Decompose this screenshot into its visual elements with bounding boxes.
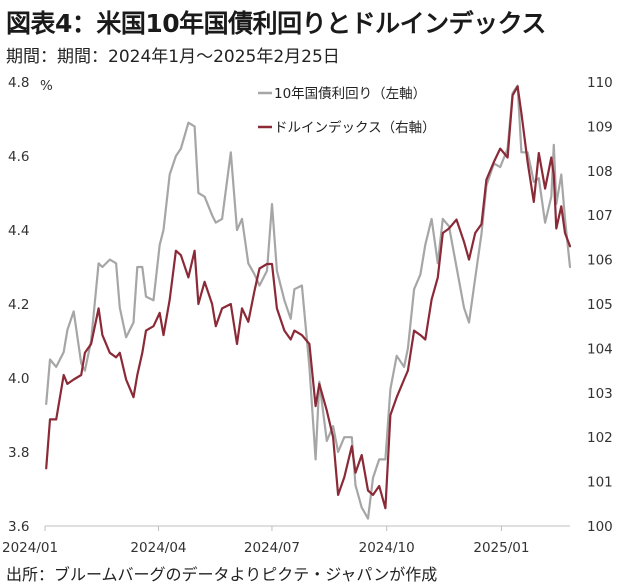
right-tick-label: 106 <box>587 253 613 269</box>
x-axis-ticks: 2024/01 2024/04 2024/07 2024/10 2025/01 <box>2 526 529 556</box>
left-tick-label: 4.0 <box>8 371 29 387</box>
right-tick-label: 101 <box>587 475 613 491</box>
right-tick-label: 100 <box>587 519 613 535</box>
left-tick-label: 3.6 <box>8 519 29 535</box>
right-tick-label: 103 <box>587 386 613 402</box>
x-tick-label: 2025/01 <box>473 540 529 556</box>
x-tick-label: 2024/07 <box>244 540 300 556</box>
right-tick-label: 107 <box>587 208 613 224</box>
right-tick-label: 109 <box>587 119 613 135</box>
chart-title: 図表4：米国10年国債利回りとドルインデックス <box>6 9 546 38</box>
source-note: 出所：ブルームバーグのデータよりピクテ・ジャパンが作成 <box>6 565 438 584</box>
left-tick-label: 4.8 <box>8 75 29 91</box>
legend-label: 10年国債利回り（左軸） <box>274 86 426 102</box>
right-tick-label: 108 <box>587 164 613 180</box>
legend: 10年国債利回り（左軸） ドルインデックス（右軸） <box>258 86 436 136</box>
right-axis-ticks: 100 101 102 103 104 105 106 107 108 109 110 <box>587 75 613 535</box>
legend-label: ドルインデックス（右軸） <box>274 119 436 136</box>
right-tick-label: 110 <box>587 75 613 91</box>
right-tick-label: 105 <box>587 297 613 313</box>
right-tick-label: 104 <box>587 341 613 357</box>
left-tick-label: 3.8 <box>8 445 29 461</box>
chart-subtitle: 期間：期間：2024年1月～2025年2月25日 <box>6 47 340 67</box>
x-tick-label: 2024/10 <box>359 540 415 556</box>
x-tick-label: 2024/04 <box>130 540 186 556</box>
left-tick-label: 4.2 <box>8 297 29 313</box>
left-axis-ticks: 3.6 3.8 4.0 4.2 4.4 4.6 4.8 <box>8 75 29 535</box>
right-tick-label: 102 <box>587 430 613 446</box>
series-line-2 <box>45 85 572 510</box>
left-tick-label: 4.6 <box>8 149 29 165</box>
left-axis-unit: % <box>40 78 53 94</box>
x-tick-label: 2024/01 <box>2 540 58 556</box>
left-tick-label: 4.4 <box>8 223 29 239</box>
series-layer <box>45 84 572 520</box>
series-line-1 <box>45 84 572 520</box>
